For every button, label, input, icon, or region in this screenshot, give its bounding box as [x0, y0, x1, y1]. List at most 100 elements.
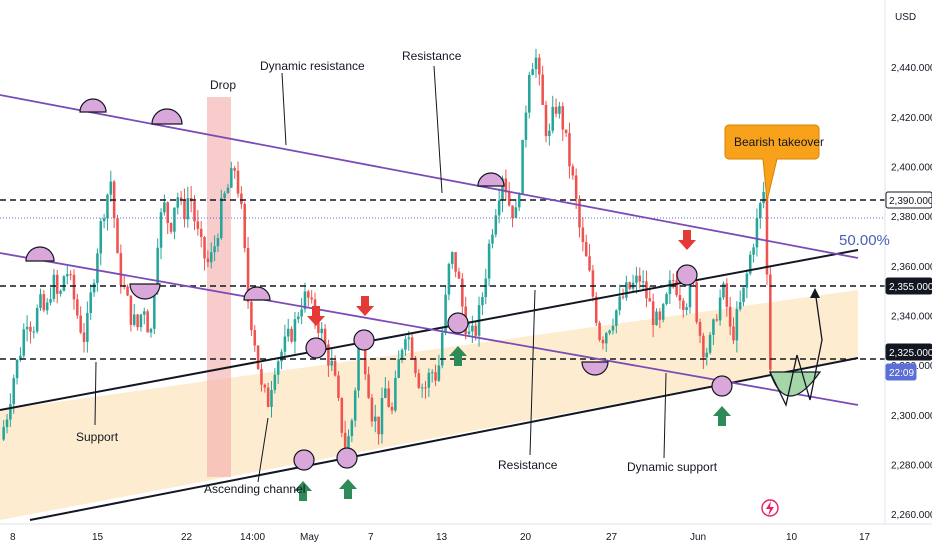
candle-body: [216, 238, 220, 247]
candle-body: [738, 301, 742, 310]
candle-body: [370, 397, 374, 422]
pointer-ascending-channel: [257, 417, 269, 483]
candle-body: [327, 344, 330, 366]
candle-body: [762, 191, 765, 204]
candle-body: [45, 302, 49, 311]
candle-body: [551, 106, 554, 131]
pointer-resistance-bottom: [529, 289, 536, 456]
candle-body: [588, 256, 591, 271]
candle-body: [246, 248, 250, 302]
candle-body: [199, 228, 203, 238]
candle-body: [347, 436, 350, 450]
candle-body: [514, 207, 518, 219]
candle-body: [99, 221, 103, 254]
candle-body: [487, 243, 491, 279]
candle-body: [25, 326, 29, 330]
candle-body: [702, 335, 705, 358]
candle-body: [300, 309, 303, 317]
candle-body: [256, 345, 260, 370]
candle-body: [661, 304, 665, 320]
candle-body: [92, 283, 96, 293]
price-tick-label: 2,340.000: [891, 311, 932, 322]
lightning-icon[interactable]: [761, 499, 779, 517]
candle-body: [126, 286, 129, 296]
candle-body: [440, 332, 444, 366]
candle-body: [454, 252, 457, 272]
candle-body: [424, 387, 427, 389]
candle-body: [404, 339, 407, 350]
candle-body: [293, 319, 297, 342]
candle-body: [641, 281, 645, 283]
candle-body: [86, 312, 89, 342]
candle-body: [390, 406, 394, 411]
price-tick-label: 2,280.000: [891, 460, 932, 471]
candle-body: [601, 339, 605, 344]
candle-body: [363, 346, 367, 375]
candle-body: [447, 263, 451, 295]
candle-body: [2, 427, 5, 440]
candle-body: [534, 57, 538, 70]
bearish-arrow-1: [307, 306, 325, 326]
candle-body: [769, 274, 772, 370]
candle-body: [765, 191, 769, 275]
candle-body: [59, 290, 62, 294]
time-tick-label: 7: [368, 532, 374, 543]
currency-label: USD: [895, 12, 916, 23]
touch-circle-7: [711, 375, 733, 397]
candle-body: [715, 319, 719, 321]
candle-body: [521, 139, 524, 195]
dynamic-resistance-label: Dynamic resistance: [260, 59, 365, 73]
candle-body: [581, 227, 585, 243]
candle-body: [136, 314, 139, 328]
candle-body: [504, 178, 508, 193]
candle-body: [467, 331, 471, 335]
candle-body: [220, 197, 223, 239]
candle-body: [5, 419, 9, 428]
candle-body: [548, 130, 551, 136]
candle-body: [236, 170, 240, 194]
price-axis-panel[interactable]: [885, 0, 932, 550]
candle-body: [307, 291, 310, 298]
candle-body: [96, 253, 99, 284]
time-tick-label: May: [300, 532, 319, 543]
candle-body: [471, 325, 474, 332]
bearish-takeover-callout: [724, 124, 820, 202]
candle-body: [611, 325, 615, 331]
candle-body: [297, 316, 300, 320]
candle-body: [414, 357, 417, 374]
candle-body: [494, 215, 498, 235]
candle-body: [400, 349, 404, 360]
candle-body: [698, 322, 702, 336]
candle-body: [22, 329, 26, 356]
candle-body: [209, 252, 213, 263]
candle-body: [755, 218, 759, 248]
candle-body: [594, 296, 598, 323]
candle-body: [745, 273, 749, 288]
time-axis-panel[interactable]: [0, 524, 932, 550]
price-badge-label: 2,355.000: [889, 282, 932, 293]
candle-body: [49, 298, 52, 303]
candle-body: [353, 390, 357, 421]
candle-body: [605, 333, 608, 344]
candle-body: [32, 331, 36, 333]
candle-body: [648, 298, 652, 302]
touch-semicircle-5: [243, 286, 271, 301]
candle-body: [735, 309, 739, 341]
candle-body: [578, 198, 581, 228]
candle-body: [106, 194, 109, 219]
candle-body: [206, 258, 210, 263]
candle-body: [584, 242, 588, 257]
candle-body: [303, 291, 307, 310]
pointer-resistance-top: [433, 65, 443, 194]
candle-body: [682, 300, 685, 310]
projection-arrowhead: [810, 288, 820, 298]
time-tick-label: 13: [436, 532, 448, 543]
candle-body: [444, 294, 447, 333]
pointer-support: [94, 361, 97, 426]
candle-body: [89, 292, 92, 313]
candle-body: [240, 193, 243, 205]
candle-body: [320, 328, 323, 334]
price-badge: 22:09: [885, 363, 917, 381]
